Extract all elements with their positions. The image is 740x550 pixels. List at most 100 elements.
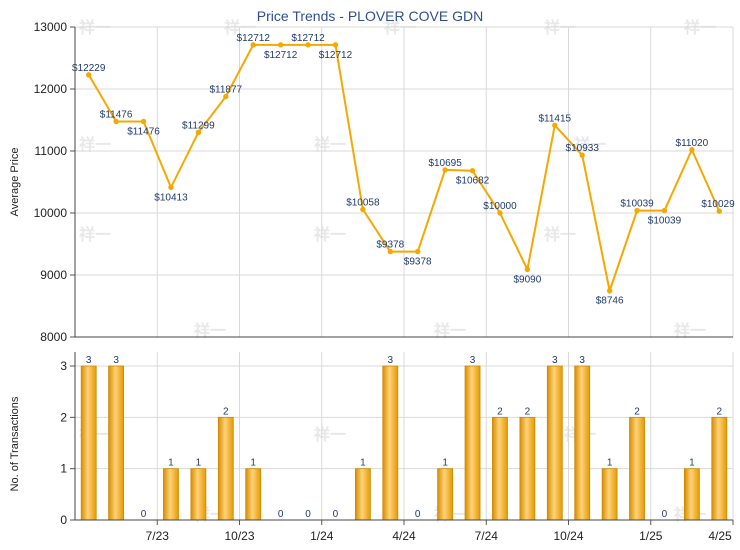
price-value-label: $10058 <box>346 197 380 208</box>
price-point <box>415 248 421 255</box>
transaction-bar <box>601 468 618 521</box>
transaction-count-label: 2 <box>223 406 229 417</box>
chart-title: Price Trends - PLOVER COVE GDN <box>257 8 483 24</box>
transactions-xtick-label: 1/24 <box>310 529 334 543</box>
price-value-label: $12712 <box>237 33 271 44</box>
transaction-count-label: 0 <box>662 509 668 520</box>
transactions-ytick-label: 2 <box>60 410 67 424</box>
transaction-bars <box>80 365 728 521</box>
price-ytick-label: 11000 <box>35 144 68 158</box>
watermark-text: 祥一 <box>314 225 346 244</box>
transaction-bar <box>108 365 125 521</box>
transactions-xtick-label: 4/24 <box>392 529 416 543</box>
price-point <box>332 42 339 48</box>
price-value-label: $11020 <box>676 138 709 149</box>
transaction-count-label: 1 <box>168 458 174 469</box>
price-line <box>87 43 721 295</box>
watermark-text: 祥一 <box>574 135 606 154</box>
price-point <box>634 207 640 214</box>
price-ytick-label: 8000 <box>40 330 67 344</box>
price-value-label: $11476 <box>100 109 133 120</box>
transaction-count-label: 0 <box>141 509 147 520</box>
transaction-count-label: 0 <box>333 509 339 520</box>
transactions-ytick-label: 3 <box>60 359 67 373</box>
transaction-count-label: 3 <box>86 355 92 366</box>
transaction-bar <box>492 416 508 521</box>
transaction-count-label: 1 <box>442 458 448 469</box>
watermark-text: 祥一 <box>434 321 466 340</box>
data-labels: 3 3 0 1 1 2 1 0 0 0 1 3 0 1 3 2 2 3 3 1 2 0 1 2 $12229 $11476 $114… <box>72 33 735 520</box>
transaction-bar <box>574 365 591 521</box>
transaction-count-label: 1 <box>360 458 366 469</box>
transaction-count-label: 2 <box>497 406 503 417</box>
transaction-count-label: 0 <box>415 509 421 520</box>
price-value-label: $11476 <box>127 126 160 137</box>
price-point <box>497 210 503 216</box>
price-point <box>250 42 256 48</box>
transaction-bar <box>519 416 536 521</box>
transaction-count-label: 1 <box>607 458 613 469</box>
price-value-label: $12712 <box>264 50 298 61</box>
price-point <box>277 42 284 48</box>
price-point <box>524 266 531 273</box>
transaction-count-label: 3 <box>470 355 476 366</box>
price-value-label: $9378 <box>376 240 404 251</box>
transaction-bar <box>711 416 728 521</box>
price-value-label: $10682 <box>456 176 490 187</box>
transactions-xtick-label: 10/24 <box>553 529 583 543</box>
transaction-bar <box>546 365 563 521</box>
price-ytick-label: 9000 <box>40 268 67 282</box>
transaction-bar <box>683 468 700 521</box>
price-value-label: $10029 <box>701 199 735 210</box>
price-point <box>579 152 585 158</box>
price-value-label: $10695 <box>428 158 462 169</box>
watermark-text: 祥一 <box>79 225 111 244</box>
price-point <box>360 206 366 213</box>
price-point <box>661 207 668 214</box>
transaction-count-label: 3 <box>552 355 558 366</box>
transaction-bar <box>80 365 97 521</box>
transaction-bar <box>163 468 179 521</box>
transaction-count-label: 1 <box>196 458 202 469</box>
watermark-text: 祥一 <box>79 135 111 154</box>
price-value-label: $10933 <box>566 143 600 154</box>
watermark-text: 祥一 <box>314 425 346 444</box>
price-value-label: $8746 <box>596 296 624 307</box>
price-point <box>552 122 558 128</box>
transaction-count-label: 3 <box>113 355 119 366</box>
price-value-label: $12229 <box>72 63 106 74</box>
price-ytick-label: 12000 <box>34 82 68 96</box>
price-point <box>195 129 202 136</box>
transaction-bar <box>464 365 481 521</box>
price-chart-grid <box>75 26 734 338</box>
transaction-bar <box>382 365 399 521</box>
transaction-bar <box>354 468 371 521</box>
price-point <box>168 184 174 191</box>
price-value-label: $12712 <box>291 33 325 44</box>
price-value-label: $11877 <box>209 85 242 96</box>
price-value-label: $10000 <box>483 201 517 212</box>
watermark-text: 祥一 <box>674 321 706 340</box>
price-value-label: $10039 <box>620 199 654 210</box>
transactions-xtick-label: 7/24 <box>475 529 499 543</box>
price-point <box>387 248 393 255</box>
transaction-count-label: 1 <box>689 458 695 469</box>
price-point <box>442 167 448 173</box>
transaction-bar <box>629 416 645 521</box>
price-point <box>689 147 695 153</box>
price-point <box>223 93 229 100</box>
watermark-text: 祥一 <box>544 225 576 244</box>
price-value-label: $9378 <box>404 257 432 268</box>
transaction-bar <box>245 468 262 521</box>
price-value-label: $9090 <box>513 274 541 285</box>
transactions-xtick-label: 4/25 <box>708 529 732 543</box>
transactions-ytick-label: 0 <box>60 513 67 527</box>
transaction-count-label: 1 <box>250 458 256 469</box>
transaction-count-label: 2 <box>525 406 531 417</box>
transaction-count-label: 3 <box>388 355 394 366</box>
transaction-count-label: 2 <box>634 406 640 417</box>
price-axis-label: Average Price <box>9 148 21 217</box>
